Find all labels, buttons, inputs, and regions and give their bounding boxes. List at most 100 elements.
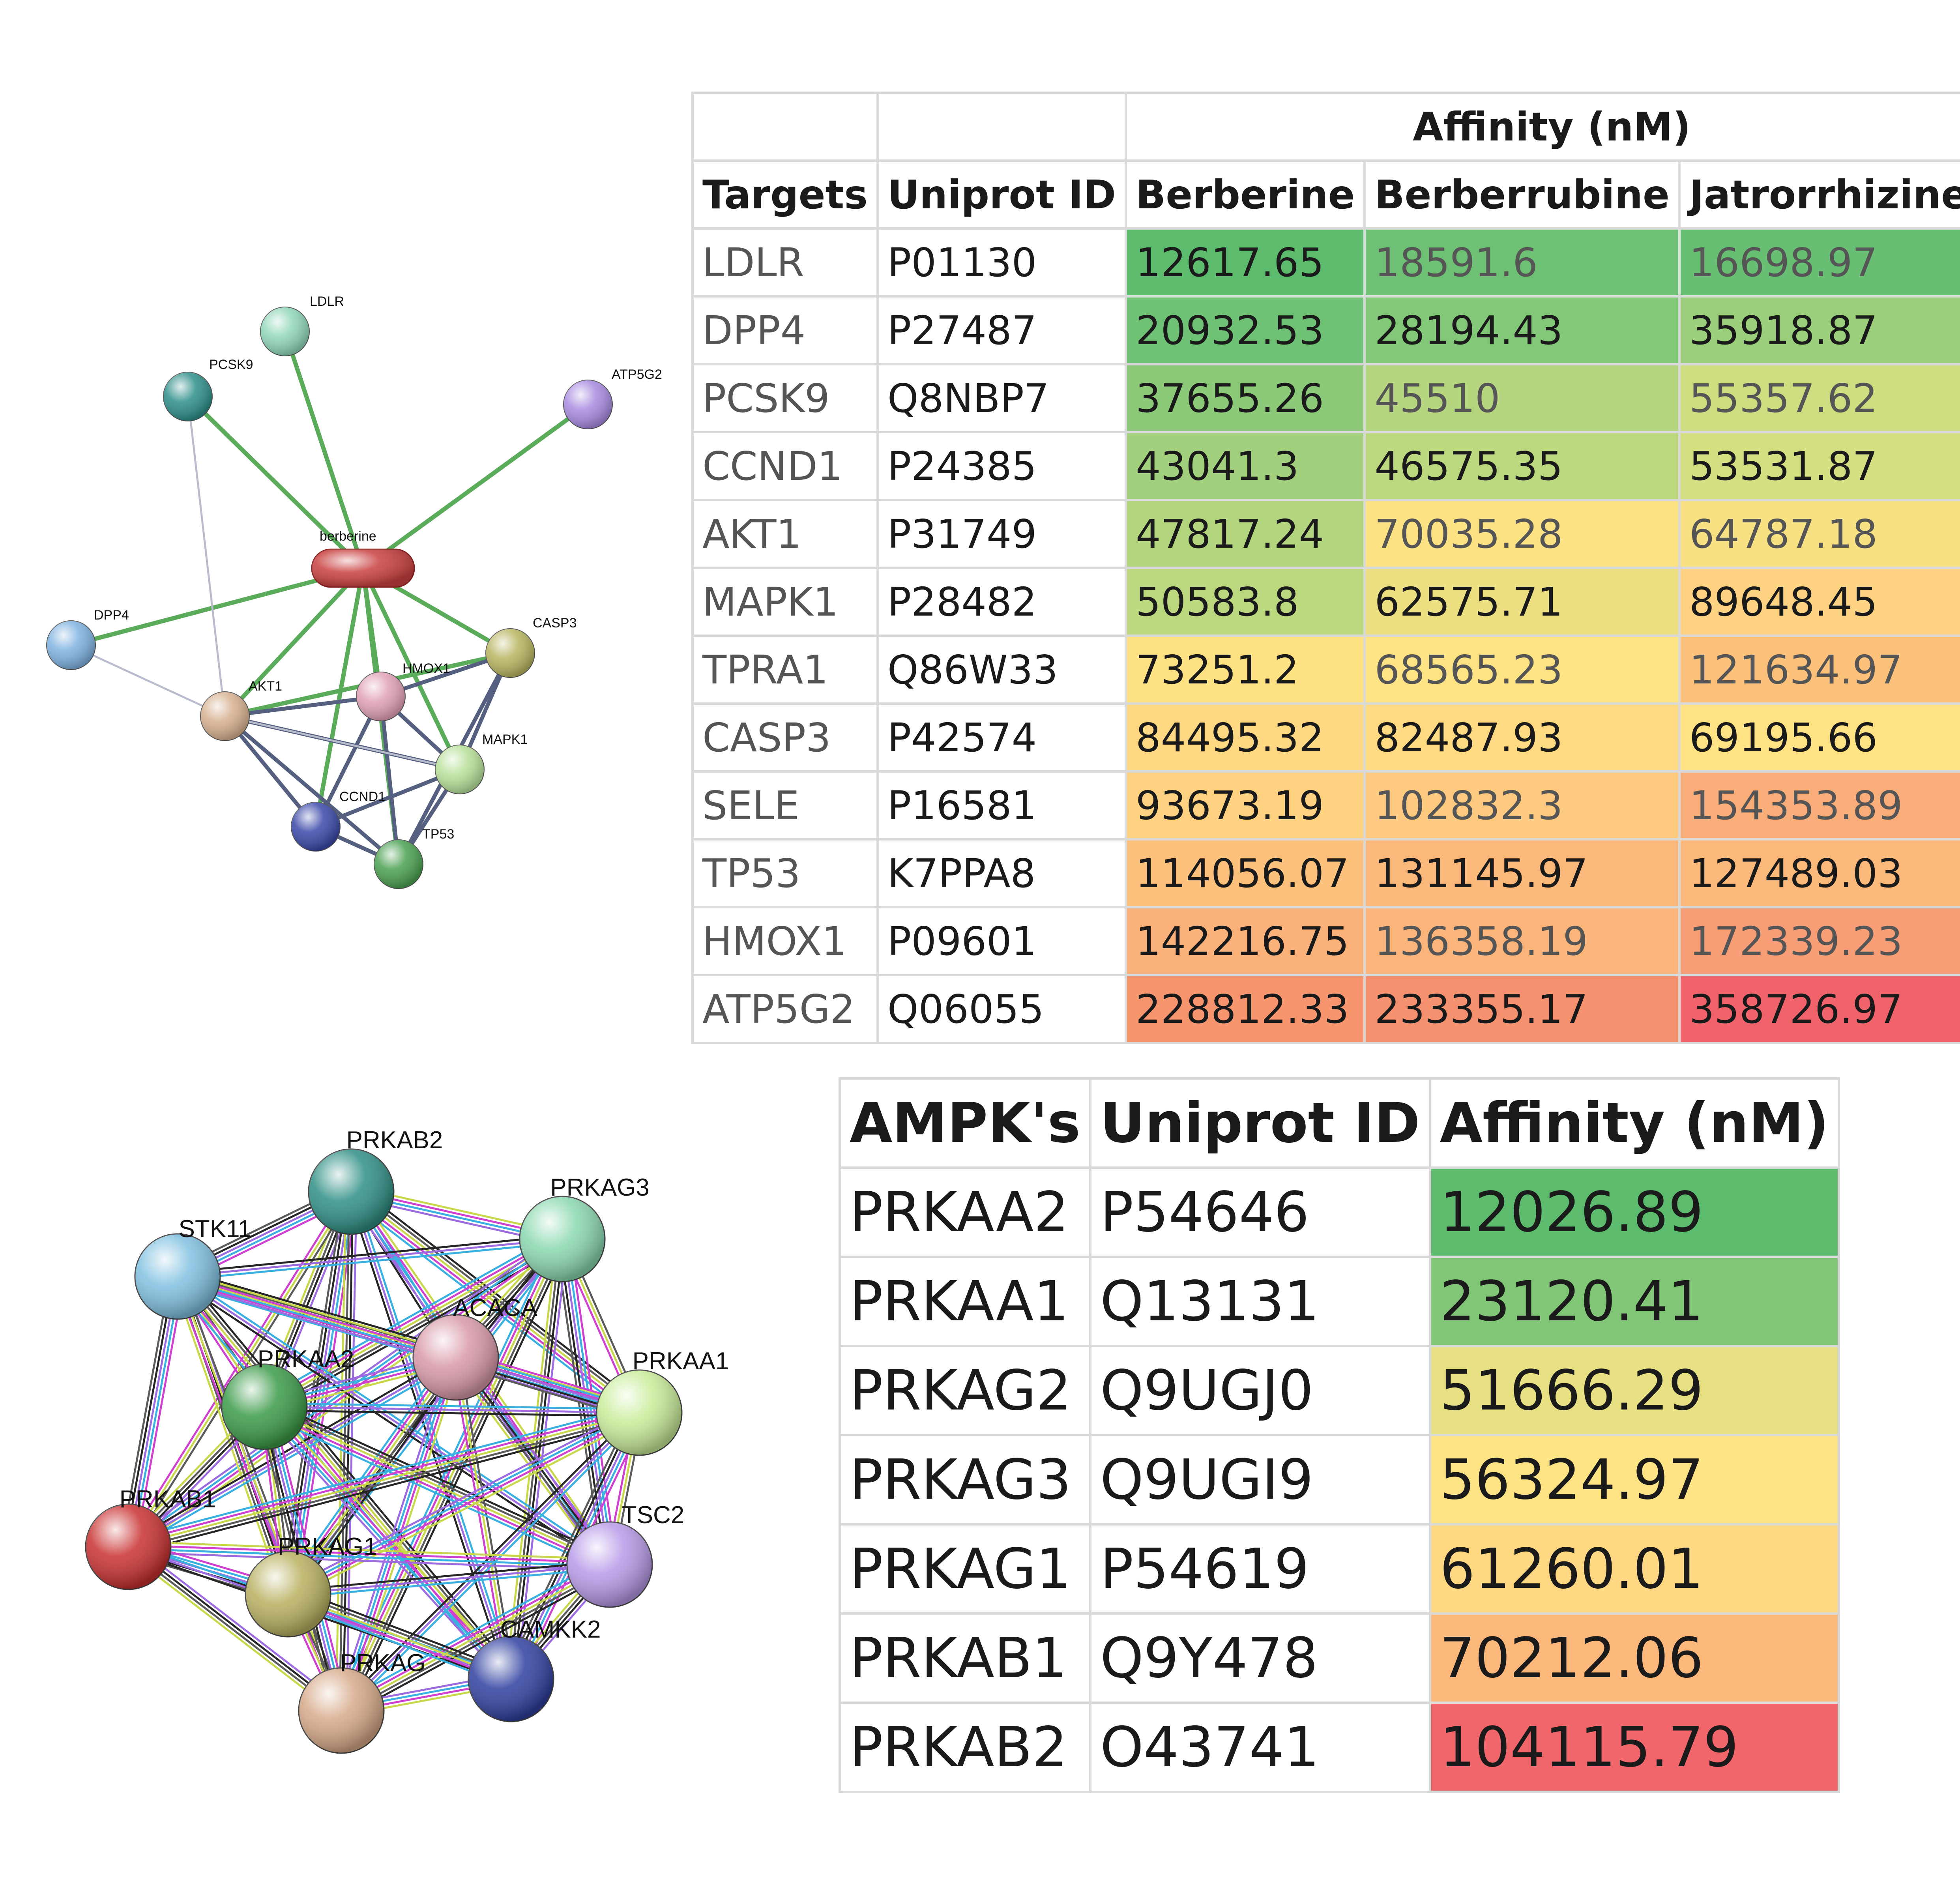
node-prkab2[interactable]: PRKAB2 (308, 1127, 443, 1235)
edge (286, 1410, 639, 1594)
edge (505, 1238, 558, 1679)
edge (287, 1560, 610, 1592)
target-name: CASP3 (691, 702, 879, 773)
affinity-value: 358726.97 (1678, 974, 1960, 1044)
affinity-value: 18591.6 (1363, 227, 1681, 298)
affinity-value: 136358.19 (1363, 906, 1681, 976)
node-prkag1[interactable]: PRKAG1 (245, 1533, 377, 1638)
node-atp5g2[interactable]: ATP5G2 (563, 367, 662, 429)
affinity-value: 131145.97 (1363, 838, 1681, 908)
affinity-value: 142216.75 (1124, 906, 1366, 976)
node-label: PRKAB2 (346, 1127, 443, 1154)
edge (264, 1406, 640, 1414)
edge (281, 1353, 451, 1591)
affinity-value: 228812.33 (1124, 974, 1366, 1044)
edge (288, 1563, 610, 1595)
uniprot-id: P16581 (876, 770, 1127, 840)
node-ccnd1[interactable]: CCND1 (291, 789, 386, 852)
node-ldlr[interactable]: LDLR (260, 294, 344, 356)
col-header-jatrorrhizine: Jatrorrhizine (1678, 159, 1960, 230)
table-group-header-row: Affinity (nM) (691, 92, 1960, 162)
edge (131, 1277, 182, 1548)
node-stk11[interactable]: STK11 (134, 1215, 251, 1320)
edge (120, 1275, 172, 1546)
node-pcsk9[interactable]: PCSK9 (163, 357, 253, 421)
edge (128, 1547, 610, 1567)
affinity-value: 47817.24 (1124, 499, 1366, 569)
node-prkag2[interactable]: PRKAG (298, 1649, 426, 1754)
edge (127, 1356, 457, 1548)
target-name: ATP5G2 (691, 974, 879, 1044)
edge (315, 767, 461, 829)
affinity-value: 84495.32 (1124, 702, 1366, 773)
edge (182, 1271, 517, 1675)
edge (262, 1409, 609, 1569)
table-row: MAPK1 P28482 50583.8 62575.71 89648.45 (691, 567, 1960, 637)
target-name: TPRA1 (691, 635, 879, 705)
node-label: LDLR (310, 294, 344, 309)
node-label: PRKAA2 (258, 1346, 354, 1373)
affinity-value: 23120.41 (1428, 1256, 1840, 1347)
network-nodes: PRKAB2 PRKAG3 STK11 ACACA PRKAA2 PRKAA1 PRKAB1… (85, 1127, 729, 1754)
edge (350, 1191, 640, 1413)
affinity-value: 45510 (1363, 363, 1681, 433)
uniprot-id: Q9Y478 (1089, 1612, 1431, 1704)
table-row: CCND1 P24385 43041.3 46575.35 53531.87 (691, 431, 1960, 501)
node-acaca[interactable]: ACACA (412, 1294, 537, 1401)
ampk-name: PRKAB2 (839, 1702, 1091, 1793)
node-prkaa1[interactable]: PRKAA1 (596, 1348, 729, 1456)
ampk-name: PRKAB1 (839, 1612, 1091, 1704)
edge (187, 396, 226, 717)
affinity-value: 51666.29 (1428, 1345, 1840, 1436)
node-label: berberine (320, 529, 376, 544)
node-berberine[interactable]: berberine (311, 529, 415, 588)
affinity-value: 56324.97 (1428, 1434, 1840, 1526)
col-header-uniprot: Uniprot ID (876, 159, 1127, 230)
affinity-value: 28194.43 (1363, 295, 1681, 365)
table-row: TPRA1 Q86W33 73251.2 68565.23 121634.97 (691, 635, 1960, 705)
node-tp53[interactable]: TP53 (374, 827, 454, 889)
node-label: CASP3 (533, 616, 577, 631)
edge (354, 1190, 515, 1678)
edge (361, 567, 462, 771)
node-label: PRKAG3 (550, 1174, 650, 1201)
table-row: SELE P16581 93673.19 102832.3 154353.89 (691, 770, 1960, 840)
affinity-value: 35918.87 (1678, 295, 1960, 365)
table-row: PRKAG3 Q9UGI9 56324.97 (839, 1434, 1840, 1526)
edge (290, 1416, 642, 1600)
node-casp3[interactable]: CASP3 (485, 616, 577, 678)
node-tsc2[interactable]: TSC2 (566, 1501, 684, 1608)
uniprot-id: Q8NBP7 (876, 363, 1127, 433)
affinity-value: 12617.65 (1124, 227, 1366, 298)
node-mapk1[interactable]: MAPK1 (435, 732, 528, 794)
node-prkag3[interactable]: PRKAG3 (519, 1174, 650, 1282)
uniprot-id: Q06055 (876, 974, 1127, 1044)
edge (288, 1413, 641, 1597)
affinity-value: 114056.07 (1124, 838, 1366, 908)
node-prkab1[interactable]: PRKAB1 (85, 1486, 216, 1590)
network-edges (70, 331, 590, 866)
ampk-name: PRKAA2 (839, 1166, 1091, 1258)
table-row: PCSK9 Q8NBP7 37655.26 45510 55357.62 (691, 363, 1960, 433)
node-akt1[interactable]: AKT1 (200, 679, 282, 741)
edge (261, 1412, 607, 1572)
table-row: DPP4 P27487 20932.53 28194.43 35918.87 (691, 295, 1960, 365)
affinity-value: 93673.19 (1124, 770, 1366, 840)
edge (283, 331, 365, 569)
node-prkaa2[interactable]: PRKAA2 (221, 1346, 354, 1450)
edge (129, 1415, 640, 1552)
node-label: TSC2 (622, 1501, 684, 1529)
node-camkk2[interactable]: CAMKK2 (468, 1616, 601, 1722)
ampk-name: PRKAG2 (839, 1345, 1091, 1436)
target-name: MAPK1 (691, 567, 879, 637)
edge (179, 1269, 458, 1352)
affinity-value: 37655.26 (1124, 363, 1366, 433)
edge (179, 1270, 641, 1409)
edge (129, 1418, 642, 1555)
node-hmox1[interactable]: HMOX1 (356, 661, 450, 721)
edge (339, 1356, 455, 1711)
affinity-value: 64787.18 (1678, 499, 1960, 569)
edge (127, 1276, 179, 1547)
node-dpp4[interactable]: DPP4 (46, 608, 129, 670)
edge (128, 1551, 610, 1571)
